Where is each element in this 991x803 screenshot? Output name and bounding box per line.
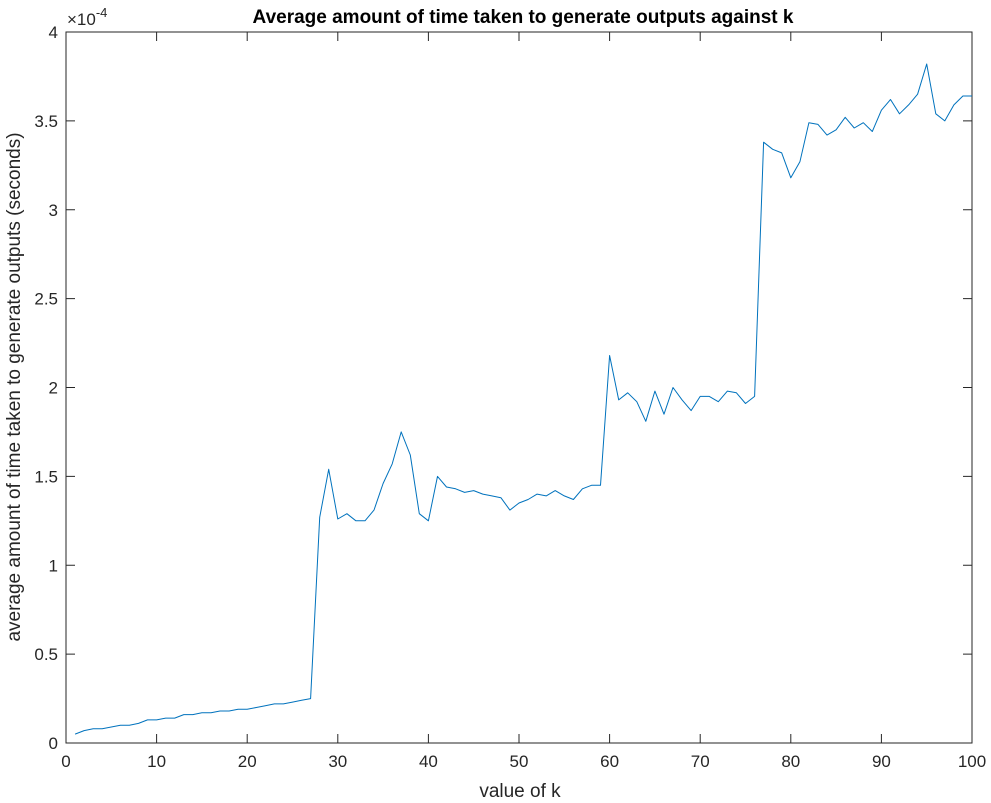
y-axis-label: average amount of time taken to generate… [4,132,25,641]
y-exponent-power: -4 [96,5,108,20]
y-tick-label: 3 [49,201,58,220]
x-tick-label: 10 [147,752,166,771]
y-tick-label: 2.5 [34,290,58,309]
x-tick-label: 70 [691,752,710,771]
x-tick-label: 80 [781,752,800,771]
x-tick-label: 20 [238,752,257,771]
chart-title: Average amount of time taken to generate… [253,7,794,28]
y-tick-label: 1 [49,556,58,575]
x-tick-label: 30 [328,752,347,771]
y-tick-label: 0.5 [34,645,58,664]
x-tick-label: 100 [958,752,986,771]
y-tick-label: 4 [49,23,58,42]
x-tick-label: 60 [600,752,619,771]
y-tick-label: 1.5 [34,467,58,486]
y-axis-ticks: 0 0.5 1 1.5 2 2.5 3 3.5 4 [34,23,972,753]
y-axis-exponent: ×10-4 [67,5,107,29]
x-tick-label: 50 [510,752,529,771]
x-tick-label: 0 [61,752,70,771]
x-tick-label: 90 [872,752,891,771]
axes-box [65,31,973,744]
y-tick-label: 0 [49,734,58,753]
x-axis-ticks: 0 10 20 30 40 50 60 70 80 90 100 [61,32,986,771]
y-exponent-base: ×10 [67,10,96,29]
plot-area [65,31,973,744]
y-tick-label: 3.5 [34,112,58,131]
x-tick-label: 40 [419,752,438,771]
svg-text:×10-4: ×10-4 [67,5,107,29]
y-tick-label: 2 [49,379,58,398]
x-axis-label: value of k [479,781,561,802]
series-line [74,63,972,735]
